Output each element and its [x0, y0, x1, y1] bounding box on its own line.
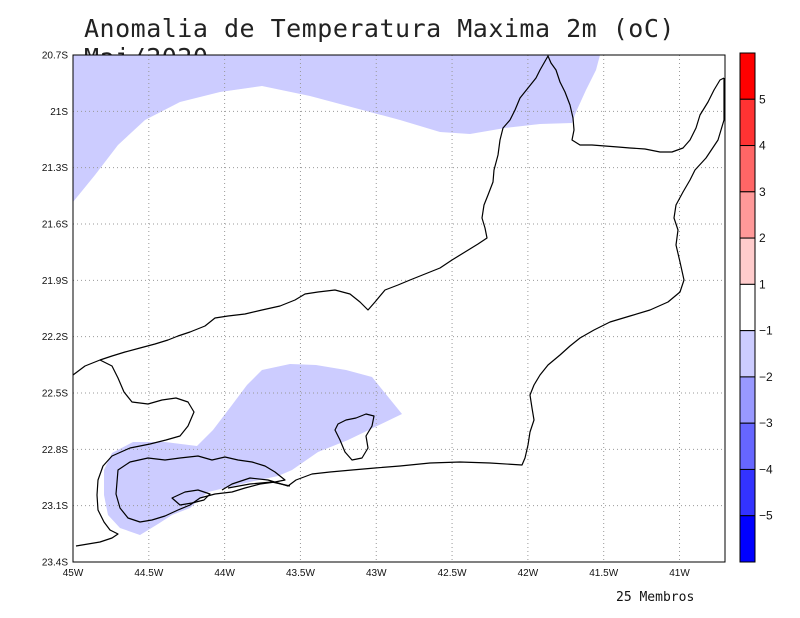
- colorbar-label: −4: [759, 462, 773, 476]
- lat-tick-label: 22.2S: [42, 332, 68, 343]
- lon-tick-label: 41W: [669, 568, 690, 579]
- lat-tick-label: 22.5S: [42, 389, 68, 400]
- lat-tick-label: 21.9S: [42, 276, 68, 287]
- lon-tick-label: 44.5W: [134, 568, 163, 579]
- lon-tick-label: 42W: [518, 568, 539, 579]
- coastline-and-borders: [72, 55, 725, 547]
- lat-tick-label: 21.6S: [42, 220, 68, 231]
- colorbar-label: 5: [759, 92, 766, 106]
- lon-tick-label: 44W: [214, 568, 235, 579]
- map-gridlines: [73, 55, 725, 562]
- marambaia: [227, 481, 291, 489]
- lon-tick-label: 41.5W: [589, 568, 618, 579]
- longitude-axis: 45W 44.5W 44W 43.5W 43W 42.5W 42W 41.5W 41W: [63, 568, 691, 579]
- colorbar-bin: [739, 468, 756, 517]
- lat-tick-label: 22.8S: [42, 445, 68, 456]
- lat-tick-label: 20.7S: [42, 51, 68, 62]
- colorbar-bin: [739, 376, 756, 424]
- lat-tick-label: 21S: [50, 107, 68, 118]
- colorbar-label: 2: [759, 231, 766, 245]
- north-cold-anomaly-area: [73, 55, 600, 202]
- lon-tick-label: 45W: [63, 568, 84, 579]
- lat-tick-label: 21.3S: [42, 163, 68, 174]
- lon-tick-label: 43W: [366, 568, 387, 579]
- colorbar-label: −2: [759, 370, 773, 384]
- latitude-axis: 20.7S 21S 21.3S 21.6S 21.9S 22.2S 22.5S 22.8S 23…: [42, 51, 68, 569]
- lon-tick-label: 42.5W: [438, 568, 467, 579]
- colorbar-bin: [739, 515, 756, 563]
- guanabara-bay: [334, 413, 375, 461]
- colorbar-label: −5: [759, 509, 773, 523]
- lat-tick-label: 23.1S: [42, 501, 68, 512]
- map-frame: [72, 54, 726, 563]
- state-border: [72, 55, 725, 376]
- colorbar-label: −3: [759, 416, 773, 430]
- colorbar-bin: [739, 191, 756, 239]
- colorbar-bin: [739, 422, 756, 470]
- colorbar-label: 3: [759, 185, 766, 199]
- colorbar-bin: [739, 52, 756, 100]
- lat-tick-label: 23.4S: [42, 558, 68, 569]
- colorbar-label: 1: [759, 277, 766, 291]
- coastline: [221, 78, 725, 491]
- colorbar-bin: [739, 237, 756, 285]
- ilha-grande: [171, 489, 211, 506]
- members-note: 25 Membros: [616, 590, 695, 605]
- colorbar-label: 4: [759, 139, 766, 153]
- lon-tick-label: 43.5W: [286, 568, 315, 579]
- colorbar-bin: [739, 283, 756, 332]
- west-border: [75, 359, 195, 547]
- colorbar-bin: [739, 145, 756, 193]
- colorbar: 5 4 3 2 1 −1 −2 −3 −4 −5: [739, 52, 773, 563]
- colorbar-bin: [739, 98, 756, 147]
- anomaly-shading: [73, 55, 600, 535]
- colorbar-bin: [739, 330, 756, 378]
- colorbar-label: −1: [759, 324, 773, 338]
